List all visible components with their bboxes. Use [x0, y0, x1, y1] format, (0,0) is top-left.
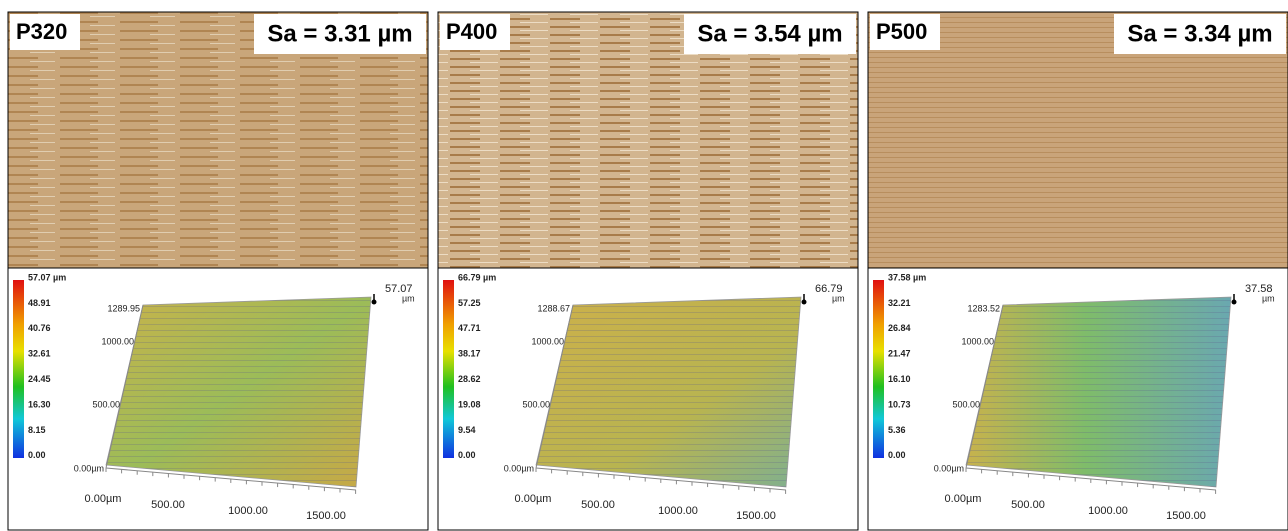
max-unit: µm	[832, 293, 845, 303]
scale-label: 37.58 µm	[888, 272, 926, 282]
scale-label: 0.00	[888, 450, 906, 460]
scale-label: 40.76	[28, 323, 51, 333]
x-axis-label: 0.00µm	[945, 493, 982, 505]
scale-label: 0.00	[458, 450, 476, 460]
scale-label: 66.79 µm	[458, 272, 496, 282]
x-axis-label: 0.00µm	[85, 493, 122, 505]
x-axis-label: 1500.00	[306, 510, 346, 522]
scale-label: 10.73	[888, 399, 911, 409]
max-unit: µm	[402, 293, 415, 303]
figure: P320 Sa = 3.31 µm 57.07 µm 48.91 40.76 32.61 2…	[0, 0, 1288, 531]
y-axis-label: 500.00	[522, 399, 550, 409]
y-axis-label: 0.00µm	[74, 463, 104, 473]
scale-label: 5.36	[888, 425, 906, 435]
scale-label: 24.45	[28, 374, 51, 384]
y-axis-label: 0.00µm	[934, 463, 964, 473]
max-unit: µm	[1262, 293, 1275, 303]
scale-label: 21.47	[888, 349, 911, 359]
color-bar	[873, 280, 884, 458]
x-axis-label: 1000.00	[658, 505, 698, 517]
sa-value: Sa = 3.34 µm	[1127, 20, 1272, 47]
scale-label: 28.62	[458, 374, 481, 384]
scale-label: 57.25	[458, 298, 481, 308]
x-axis-label: 1000.00	[228, 505, 268, 517]
scale-label: 38.17	[458, 349, 481, 359]
x-axis-label: 0.00µm	[515, 493, 552, 505]
surface-texture	[966, 297, 1231, 487]
sa-value: Sa = 3.54 µm	[697, 20, 842, 47]
scale-label: 26.84	[888, 323, 911, 333]
scale-label: 48.91	[28, 298, 51, 308]
x-axis-label: 500.00	[581, 499, 615, 511]
y-axis-label: 1289.95	[107, 303, 140, 313]
scale-label: 57.07 µm	[28, 272, 66, 282]
panel-label: P320	[16, 19, 67, 44]
sa-value: Sa = 3.31 µm	[267, 20, 412, 47]
color-bar	[443, 280, 454, 458]
x-axis-label: 500.00	[151, 499, 185, 511]
panel-label: P500	[876, 19, 927, 44]
y-axis-label: 1288.67	[537, 303, 570, 313]
scale-label: 32.21	[888, 298, 911, 308]
y-axis-label: 1000.00	[961, 336, 994, 346]
scale-label: 8.15	[28, 425, 46, 435]
x-axis-label: 1500.00	[1166, 510, 1206, 522]
y-axis-label: 0.00µm	[504, 463, 534, 473]
x-axis-label: 500.00	[1011, 499, 1045, 511]
scale-label: 32.61	[28, 349, 51, 359]
y-axis-label: 500.00	[92, 399, 120, 409]
x-axis-label: 1500.00	[736, 510, 776, 522]
y-axis-label: 500.00	[952, 399, 980, 409]
y-axis-label: 1000.00	[531, 336, 564, 346]
surface-texture	[106, 297, 371, 487]
scale-label: 19.08	[458, 399, 481, 409]
surface-texture	[536, 297, 801, 487]
color-bar	[13, 280, 24, 458]
scale-label: 9.54	[458, 425, 476, 435]
scale-label: 0.00	[28, 450, 46, 460]
y-axis-label: 1283.52	[967, 303, 1000, 313]
panel-label: P400	[446, 19, 497, 44]
x-axis-label: 1000.00	[1088, 505, 1128, 517]
scale-label: 47.71	[458, 323, 481, 333]
y-axis-label: 1000.00	[101, 336, 134, 346]
scale-label: 16.30	[28, 399, 51, 409]
scale-label: 16.10	[888, 374, 911, 384]
